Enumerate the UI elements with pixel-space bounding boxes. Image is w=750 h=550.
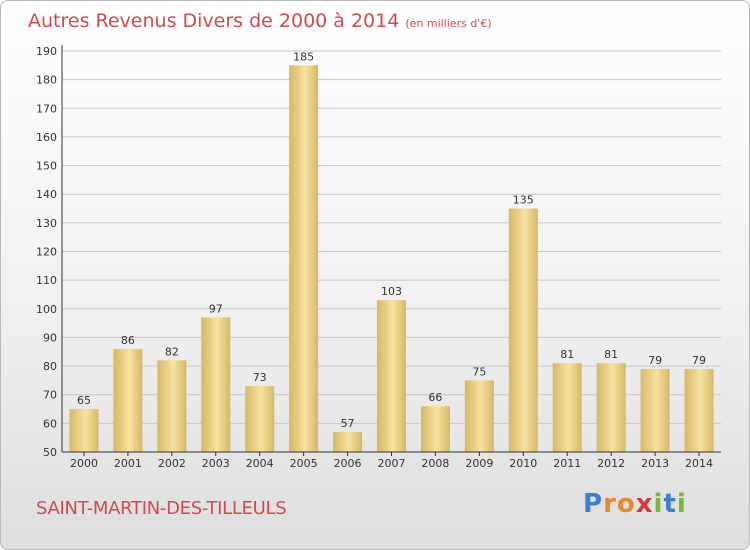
- data-label: 86: [121, 334, 135, 347]
- bar: [113, 348, 143, 452]
- x-tick-label: 2014: [685, 457, 713, 470]
- x-tick-label: 2007: [378, 457, 406, 470]
- x-tick-label: 2002: [158, 457, 186, 470]
- y-tick-label: 60: [43, 417, 57, 430]
- x-tick-label: 2009: [465, 457, 493, 470]
- data-label: 57: [341, 417, 355, 430]
- y-tick-label: 80: [43, 360, 57, 373]
- logo-letter: x: [635, 489, 654, 519]
- x-tick-label: 2003: [202, 457, 230, 470]
- logo-letter: i: [653, 489, 664, 519]
- data-label: 81: [604, 348, 618, 361]
- y-tick-label: 50: [43, 446, 57, 459]
- logo-letter: P: [583, 489, 604, 519]
- bar: [201, 317, 231, 452]
- x-tick-label: 2013: [641, 457, 669, 470]
- data-label: 185: [293, 50, 314, 63]
- y-tick-label: 150: [36, 160, 57, 173]
- y-tick-label: 120: [36, 246, 57, 259]
- y-tick-label: 90: [43, 331, 57, 344]
- bar: [420, 406, 450, 452]
- bar: [684, 368, 714, 452]
- logo-letter: r: [603, 489, 617, 519]
- data-label: 65: [77, 394, 91, 407]
- location-label: SAINT-MARTIN-DES-TILLEULS: [36, 498, 287, 519]
- x-tick-label: 2001: [114, 457, 142, 470]
- y-tick-label: 180: [36, 74, 57, 87]
- bar: [245, 386, 275, 452]
- x-tick-label: 2000: [70, 457, 98, 470]
- bar: [464, 380, 494, 452]
- data-label: 135: [513, 194, 534, 207]
- bar: [640, 368, 670, 452]
- bar: [157, 360, 187, 452]
- y-tick-label: 170: [36, 102, 57, 115]
- x-tick-label: 2005: [290, 457, 318, 470]
- y-tick-label: 70: [43, 389, 57, 402]
- x-tick-label: 2006: [334, 457, 362, 470]
- logo-letter: i: [676, 489, 687, 519]
- x-tick-label: 2011: [553, 457, 581, 470]
- chart-title: Autres Revenus Divers de 2000 à 2014 (en …: [28, 10, 492, 32]
- bar: [333, 431, 363, 452]
- y-tick-label: 140: [36, 188, 57, 201]
- data-label: 81: [560, 348, 574, 361]
- x-tick-label: 2008: [421, 457, 449, 470]
- data-label: 103: [381, 285, 402, 298]
- bar: [596, 363, 626, 452]
- bar: [552, 363, 582, 452]
- logo-letter: t: [663, 489, 677, 519]
- data-label: 79: [648, 354, 662, 367]
- y-tick-label: 160: [36, 131, 57, 144]
- y-tick-label: 100: [36, 303, 57, 316]
- x-tick-label: 2004: [246, 457, 274, 470]
- logo-letter: o: [616, 489, 636, 519]
- y-tick-label: 130: [36, 217, 57, 230]
- bar: [508, 208, 538, 452]
- data-label: 75: [472, 365, 486, 378]
- data-label: 73: [253, 371, 267, 384]
- bar: [69, 409, 99, 452]
- data-label: 66: [428, 391, 442, 404]
- data-label: 97: [209, 302, 223, 315]
- bar: [377, 300, 406, 452]
- data-label: 82: [165, 345, 179, 358]
- x-tick-label: 2012: [597, 457, 625, 470]
- chart-subtitle: (en milliers d'€): [405, 17, 492, 30]
- proxiti-logo: Proxiti: [583, 489, 687, 519]
- x-tick-label: 2010: [509, 457, 537, 470]
- chart-title-text: Autres Revenus Divers de 2000 à 2014: [28, 10, 400, 32]
- bar: [289, 65, 319, 453]
- y-tick-label: 110: [36, 274, 57, 287]
- data-label: 79: [692, 354, 706, 367]
- y-tick-label: 190: [36, 45, 57, 58]
